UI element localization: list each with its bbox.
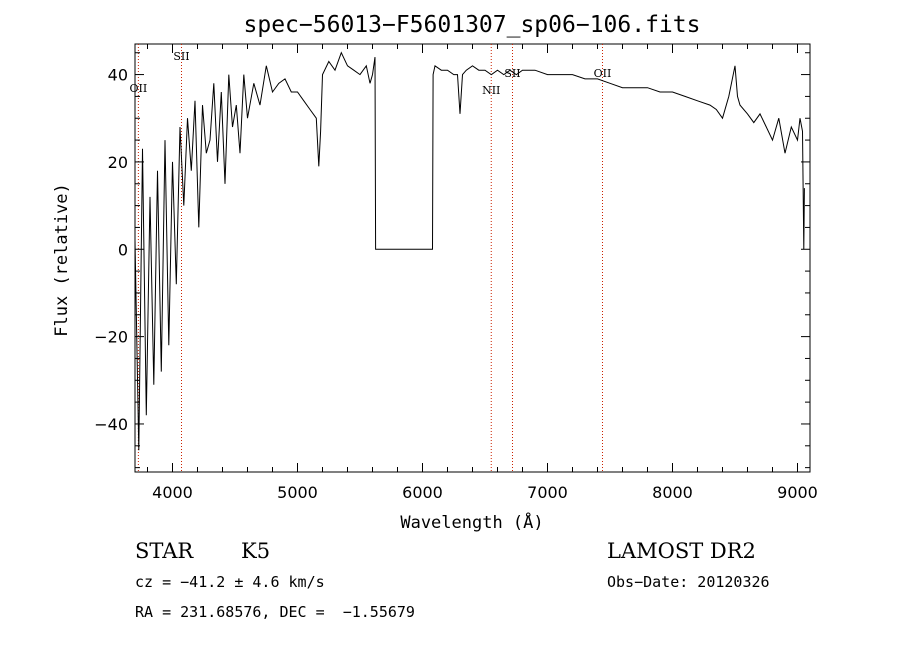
emission-line-label: OII — [130, 82, 148, 95]
object-class: STAR — [135, 539, 194, 563]
emission-line-label: SII — [173, 50, 189, 63]
object-subclass: K5 — [241, 539, 271, 563]
redshift-cz: cz = −41.2 ± 4.6 km/s — [135, 573, 325, 591]
observation-date: Obs−Date: 20120326 — [607, 573, 770, 591]
x-tick-label: 7000 — [527, 483, 568, 502]
survey-name: LAMOST DR2 — [607, 539, 756, 563]
y-tick-label: 40 — [108, 66, 128, 85]
spectrum-line — [134, 51, 805, 451]
y-axis-label: Flux (relative) — [52, 183, 72, 337]
y-tick-label: 0 — [118, 240, 128, 259]
y-tick-label: 20 — [108, 153, 128, 172]
y-tick-label: −40 — [94, 415, 128, 434]
x-tick-label: 4000 — [152, 483, 193, 502]
emission-line-label: OII — [594, 67, 612, 80]
y-axis-ticks: −40 −20 0 20 40 — [94, 52, 810, 469]
x-tick-label: 6000 — [402, 483, 443, 502]
coordinates: RA = 231.68576, DEC = −1.55679 — [135, 603, 415, 621]
x-axis-ticks: 4000 5000 6000 7000 8000 9000 — [147, 44, 818, 502]
x-tick-label: 5000 — [277, 483, 318, 502]
x-tick-label: 9000 — [777, 483, 818, 502]
x-axis-label: Wavelength (Å) — [400, 511, 543, 533]
x-tick-label: 8000 — [652, 483, 693, 502]
plot-area: OII SII NII SII OII 4000 5000 6000 7000 8000 9000… — [94, 43, 818, 502]
emission-line-markers — [137, 44, 603, 472]
emission-line-label: NII — [482, 84, 500, 97]
y-tick-label: −20 — [94, 328, 128, 347]
emission-line-labels: OII SII NII SII OII — [130, 50, 612, 97]
chart-title: spec−56013−F5601307_sp06−106.fits — [244, 12, 701, 38]
emission-line-label: SII — [504, 67, 520, 80]
